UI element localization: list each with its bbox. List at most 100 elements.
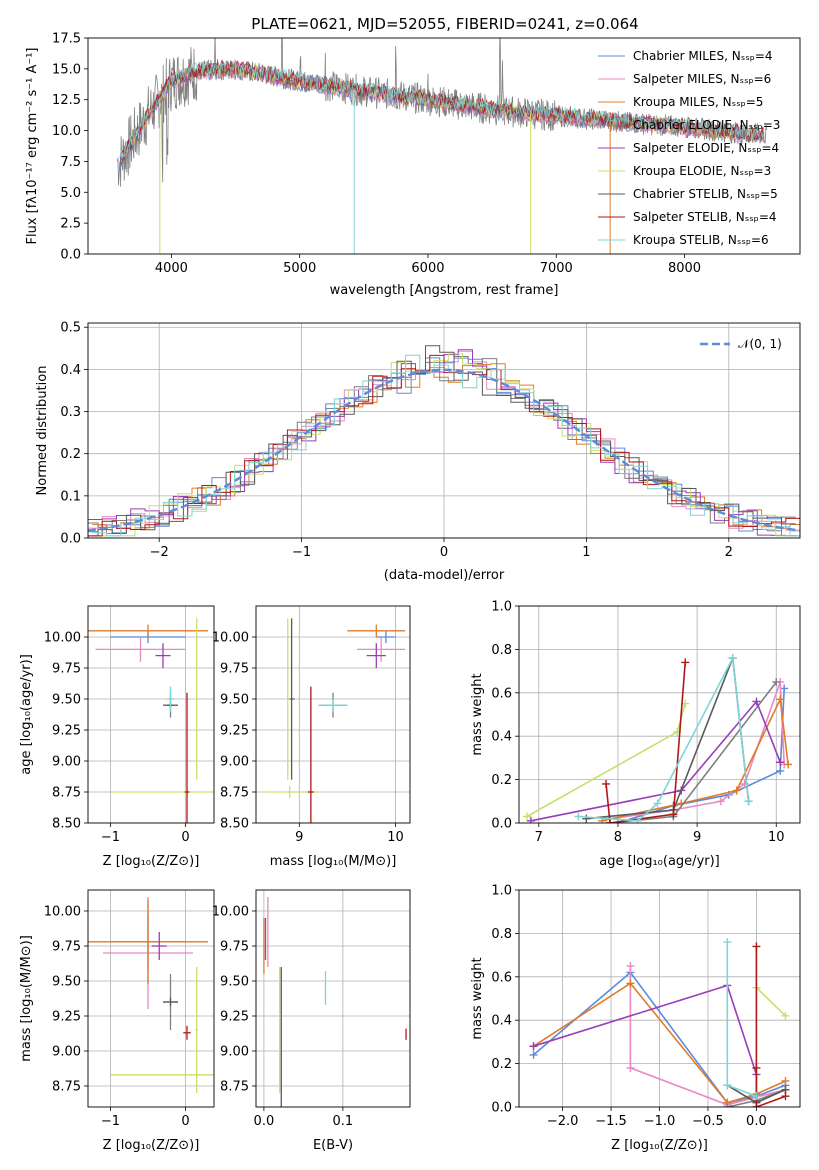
legend-label: Chabrier MILES, Nₛₛₚ=4 [633, 49, 773, 63]
weight-marker-salpeter_stelib [606, 819, 615, 823]
plot-area [117, 38, 767, 254]
weight-marker-chabrier_miles [780, 684, 789, 693]
x-tick-label: −1 [101, 830, 120, 845]
axes-frame [87, 889, 215, 1108]
weight-marker-salpeter_stelib [752, 1063, 761, 1072]
x-tick-label: 9 [693, 830, 701, 845]
panel-residuals: −2 −1 0 1 2 0.0 0.1 0.2 0.3 0.4 0.5 (data-model)/er… [35, 321, 801, 583]
weight-line-kroupa_stelib [726, 942, 757, 1097]
weight-marker-salpeter_elodie [752, 697, 761, 706]
legend-label: 𝒩(0, 1) [738, 337, 782, 351]
panel-age_vs_mass: 9 10 8.50 8.75 9.00 9.25 9.50 9.75 10.00 mass [lo… [212, 605, 411, 869]
y-tick-label: 1.0 [491, 600, 512, 615]
residual-histogram-chabrier_elodie [88, 356, 796, 532]
y-axis-label: mass [log₁₀(M/M⊙)] [19, 935, 34, 1062]
y-axis-label: Normed distribution [35, 366, 50, 496]
x-tick-label: 7 [535, 830, 543, 845]
weight-line-salpeter_elodie [533, 984, 758, 1107]
y-tick-label: 9.00 [52, 1045, 81, 1060]
legend-label: Kroupa MILES, Nₛₛₚ=5 [633, 95, 763, 109]
y-tick-label: 9.00 [52, 755, 81, 770]
x-axis-label: Z [log₁₀(Z/Z⊙)] [611, 1138, 708, 1153]
weight-marker-kroupa_stelib [633, 816, 642, 823]
y-tick-label: 0.2 [60, 447, 81, 462]
y-tick-label: 8.75 [52, 1080, 81, 1095]
plot-area [519, 890, 800, 1107]
y-tick-label: 10.00 [44, 905, 81, 920]
axes-frame [255, 889, 411, 1108]
y-tick-label: 9.75 [52, 662, 81, 677]
weight-marker-chabrier_miles [776, 766, 785, 775]
y-tick-label: 0.0 [60, 248, 81, 263]
x-tick-label: −1.0 [644, 1114, 676, 1129]
weight-marker-kroupa_miles [626, 979, 635, 988]
y-axis-label: mass weight [470, 673, 485, 755]
x-tick-label: 0.1 [333, 1114, 354, 1129]
plot-area [88, 323, 800, 538]
y-tick-label: 0.2 [491, 1057, 512, 1072]
y-tick-label: 9.50 [52, 975, 81, 990]
y-tick-label: 0.4 [491, 730, 512, 745]
y-axis-label: age [log₁₀(age/yr)] [19, 654, 34, 775]
panel-mass_vs_Z: −1 0 8.75 9.00 9.25 9.50 9.75 10.00 Z [log₁₀(Z/Z… [19, 889, 215, 1153]
plot-area [256, 890, 410, 1107]
x-tick-label: 10 [387, 830, 404, 845]
y-tick-label: 10.00 [212, 905, 249, 920]
y-tick-label: 10.00 [212, 631, 249, 646]
panel-mass_vs_ebv: 0.0 0.1 8.75 9.00 9.25 9.50 9.75 10.00 E(B-V) [212, 889, 411, 1153]
weight-marker-chabrier_elodie [772, 677, 781, 686]
weight-marker-salpeter_miles [716, 797, 725, 806]
weight-marker-salpeter_miles [626, 1063, 635, 1072]
residual-histogram-salpeter_stelib [88, 354, 800, 537]
x-tick-label: 2 [725, 545, 733, 560]
normal-distribution-curve [88, 368, 800, 532]
y-tick-label: 0.0 [491, 1101, 512, 1116]
x-tick-label: 6000 [411, 261, 444, 276]
legend-label: Kroupa STELIB, Nₛₛₚ=6 [633, 233, 769, 247]
x-tick-label: 1 [582, 545, 590, 560]
weight-marker-salpeter_stelib [681, 658, 690, 667]
y-tick-label: 0.6 [491, 970, 512, 985]
model-spectrum-kroupa_stelib [119, 58, 764, 159]
x-tick-label: −2.0 [547, 1114, 579, 1129]
weight-marker-salpeter_stelib [752, 1103, 761, 1107]
x-axis-label: E(B-V) [313, 1138, 353, 1153]
panel-weight_vs_age: 7 8 9 10 0.0 0.2 0.4 0.6 0.8 1.0 age [log₁₀(age/yr… [470, 600, 801, 869]
axes-frame [87, 37, 801, 255]
x-tick-label: 8 [614, 830, 622, 845]
x-axis-label: wavelength [Angstrom, rest frame] [330, 283, 559, 298]
panel-spectrum: 4000 5000 6000 7000 8000 0.0 2.5 5.0 7.5 10.0 12.5… [25, 15, 801, 298]
weight-line-kroupa_elodie [755, 987, 787, 1017]
y-tick-label: 12.5 [52, 93, 81, 108]
residual-histogram-kroupa_stelib [92, 354, 800, 537]
weight-marker-kroupa_elodie [781, 1011, 790, 1020]
weight-marker-kroupa_stelib [723, 1081, 732, 1090]
residual-histogram-kroupa_miles [92, 363, 800, 534]
weight-line-salpeter_stelib [755, 946, 786, 1107]
y-tick-label: 9.50 [52, 693, 81, 708]
y-tick-label: 9.50 [220, 975, 249, 990]
y-tick-label: 9.00 [220, 755, 249, 770]
x-axis-label: mass [log₁₀(M/M⊙)] [270, 854, 397, 869]
weight-line-chabrier_stelib [586, 657, 750, 820]
y-axis-label: Flux [fλ10⁻¹⁷ erg cm⁻² s⁻¹ A⁻¹] [25, 48, 40, 245]
legend-label: Salpeter MILES, Nₛₛₚ=6 [633, 72, 771, 86]
y-tick-label: 2.5 [60, 217, 81, 232]
weight-marker-chabrier_stelib [582, 814, 591, 823]
y-tick-label: 9.25 [52, 1010, 81, 1025]
y-tick-label: 0.4 [60, 363, 81, 378]
y-tick-label: 17.5 [52, 32, 81, 47]
weight-marker-kroupa_stelib [752, 1092, 761, 1101]
weight-line-salpeter_elodie [530, 699, 781, 822]
x-tick-label: 5000 [283, 261, 316, 276]
legend-label: Chabrier ELODIE, Nₛₛₚ=3 [633, 118, 780, 132]
y-tick-label: 9.00 [220, 1045, 249, 1060]
x-tick-label: 9 [295, 830, 303, 845]
weight-marker-salpeter_stelib [752, 942, 761, 951]
weight-marker-kroupa_elodie [522, 812, 531, 821]
y-tick-label: 9.25 [52, 724, 81, 739]
x-tick-label: 7000 [540, 261, 573, 276]
x-axis-label: age [log₁₀(age/yr)] [599, 854, 720, 869]
weight-marker-kroupa_stelib [723, 938, 732, 947]
